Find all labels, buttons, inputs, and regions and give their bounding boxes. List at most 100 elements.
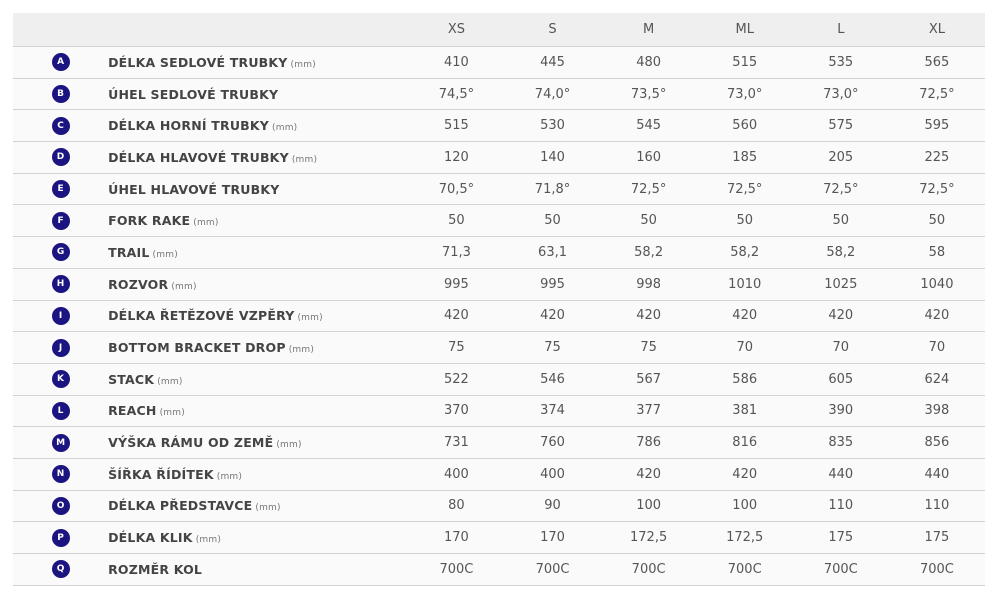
letter-badge: N bbox=[51, 465, 70, 484]
value-cell: 700C bbox=[408, 553, 505, 586]
value-cell: 786 bbox=[600, 426, 697, 459]
row-label: VÝŠKA RÁMU OD ZEMĚ (mm) bbox=[108, 426, 409, 459]
value-cell: 420 bbox=[696, 299, 793, 332]
value-cell: 856 bbox=[888, 426, 985, 459]
value-cell: 73,0° bbox=[792, 77, 889, 110]
badge-cell: I bbox=[13, 299, 109, 332]
column-header-ml: ML bbox=[696, 13, 793, 47]
table-row: J BOTTOM BRACKET DROP (mm) 75 75 75 70 70 70 bbox=[13, 331, 985, 364]
value-cell: 374 bbox=[504, 394, 601, 427]
value-cell: 420 bbox=[504, 299, 601, 332]
badge-cell: E bbox=[13, 172, 109, 205]
unit-text: (mm) bbox=[290, 59, 316, 70]
table-row: K STACK (mm) 522 546 567 586 605 624 bbox=[13, 362, 985, 396]
label-text: DÉLKA HLAVOVÉ TRUBKY bbox=[108, 149, 289, 165]
value-cell: 71,3 bbox=[408, 236, 505, 269]
value-cell: 398 bbox=[888, 394, 985, 427]
table-row: A DÉLKA SEDLOVÉ TRUBKY (mm) 410 445 480 515 535… bbox=[13, 46, 985, 79]
label-text: FORK RAKE bbox=[108, 213, 191, 229]
letter-badge: H bbox=[51, 275, 70, 294]
value-cell: 595 bbox=[888, 109, 985, 142]
badge-cell: N bbox=[13, 457, 109, 491]
row-label: STACK (mm) bbox=[108, 362, 409, 396]
label-text: REACH bbox=[108, 403, 157, 419]
value-cell: 1025 bbox=[792, 267, 889, 300]
value-cell: 73,5° bbox=[600, 77, 697, 110]
row-label: ŠÍŘKA ŘÍDÍTEK (mm) bbox=[108, 457, 409, 491]
value-cell: 72,5° bbox=[792, 172, 889, 205]
value-cell: 515 bbox=[408, 109, 505, 142]
value-cell: 75 bbox=[600, 331, 697, 364]
value-cell: 420 bbox=[888, 299, 985, 332]
value-cell: 160 bbox=[600, 141, 697, 174]
row-label: DÉLKA KLIK (mm) bbox=[108, 521, 409, 554]
table-row: B ÚHEL SEDLOVÉ TRUBKY 74,5° 74,0° 73,5° 73,0°… bbox=[13, 77, 985, 110]
unit-text: (mm) bbox=[159, 408, 185, 419]
badge-cell: K bbox=[13, 362, 109, 396]
table-row: G TRAIL (mm) 71,3 63,1 58,2 58,2 58,2 58 bbox=[13, 236, 985, 269]
letter-badge: E bbox=[51, 180, 70, 199]
letter-badge: M bbox=[51, 433, 70, 452]
value-cell: 140 bbox=[504, 141, 601, 174]
value-cell: 72,5° bbox=[600, 172, 697, 205]
row-label: DÉLKA HORNÍ TRUBKY (mm) bbox=[108, 109, 409, 142]
value-cell: 731 bbox=[408, 426, 505, 459]
value-cell: 58 bbox=[888, 236, 985, 269]
label-text: DÉLKA KLIK bbox=[108, 530, 193, 546]
value-cell: 605 bbox=[792, 362, 889, 396]
value-cell: 545 bbox=[600, 109, 697, 142]
value-cell: 700C bbox=[504, 553, 601, 586]
row-label: DÉLKA HLAVOVÉ TRUBKY (mm) bbox=[108, 141, 409, 174]
table-row: P DÉLKA KLIK (mm) 170 170 172,5 172,5 175 175 bbox=[13, 521, 985, 554]
value-cell: 575 bbox=[792, 109, 889, 142]
value-cell: 205 bbox=[792, 141, 889, 174]
value-cell: 50 bbox=[504, 204, 601, 237]
value-cell: 420 bbox=[600, 457, 697, 491]
value-cell: 225 bbox=[888, 141, 985, 174]
row-label: ROZVOR (mm) bbox=[108, 267, 409, 300]
column-header-s: S bbox=[504, 13, 601, 47]
letter-badge: A bbox=[51, 53, 70, 72]
letter-badge: K bbox=[51, 370, 70, 389]
value-cell: 370 bbox=[408, 394, 505, 427]
label-text: ÚHEL HLAVOVÉ TRUBKY bbox=[108, 181, 280, 197]
value-cell: 420 bbox=[792, 299, 889, 332]
header-blank bbox=[13, 13, 109, 47]
unit-text: (mm) bbox=[195, 535, 222, 546]
label-text: VÝŠKA RÁMU OD ZEMĚ bbox=[108, 435, 274, 451]
table-row: D DÉLKA HLAVOVÉ TRUBKY (mm) 120 140 160 185 205… bbox=[13, 141, 985, 174]
unit-text: (mm) bbox=[255, 503, 281, 514]
label-text: STACK bbox=[108, 371, 155, 387]
value-cell: 50 bbox=[408, 204, 505, 237]
row-label: DÉLKA SEDLOVÉ TRUBKY (mm) bbox=[108, 46, 409, 79]
badge-cell: G bbox=[13, 236, 109, 269]
unit-text: (mm) bbox=[152, 249, 178, 260]
label-text: ŠÍŘKA ŘÍDÍTEK bbox=[108, 466, 214, 482]
badge-cell: L bbox=[13, 394, 109, 427]
letter-badge: P bbox=[51, 528, 70, 547]
table-row: H ROZVOR (mm) 995 995 998 1010 1025 1040 bbox=[13, 267, 985, 300]
badge-cell: Q bbox=[13, 553, 109, 586]
value-cell: 73,0° bbox=[696, 77, 793, 110]
header-blank bbox=[108, 13, 409, 47]
letter-badge: J bbox=[51, 338, 70, 357]
value-cell: 835 bbox=[792, 426, 889, 459]
value-cell: 120 bbox=[408, 141, 505, 174]
value-cell: 70 bbox=[888, 331, 985, 364]
letter-badge: G bbox=[51, 243, 70, 262]
value-cell: 58,2 bbox=[600, 236, 697, 269]
value-cell: 1010 bbox=[696, 267, 793, 300]
value-cell: 400 bbox=[408, 457, 505, 491]
label-text: ROZVOR bbox=[108, 276, 169, 292]
value-cell: 50 bbox=[696, 204, 793, 237]
value-cell: 586 bbox=[696, 362, 793, 396]
table-row: C DÉLKA HORNÍ TRUBKY (mm) 515 530 545 560 575 59… bbox=[13, 109, 985, 142]
value-cell: 377 bbox=[600, 394, 697, 427]
value-cell: 700C bbox=[792, 553, 889, 586]
value-cell: 50 bbox=[792, 204, 889, 237]
row-label: TRAIL (mm) bbox=[108, 236, 409, 269]
column-header-l: L bbox=[792, 13, 889, 47]
row-label: ÚHEL HLAVOVÉ TRUBKY bbox=[108, 172, 409, 205]
label-text: DÉLKA HORNÍ TRUBKY bbox=[108, 118, 270, 134]
row-label: ÚHEL SEDLOVÉ TRUBKY bbox=[108, 77, 409, 110]
